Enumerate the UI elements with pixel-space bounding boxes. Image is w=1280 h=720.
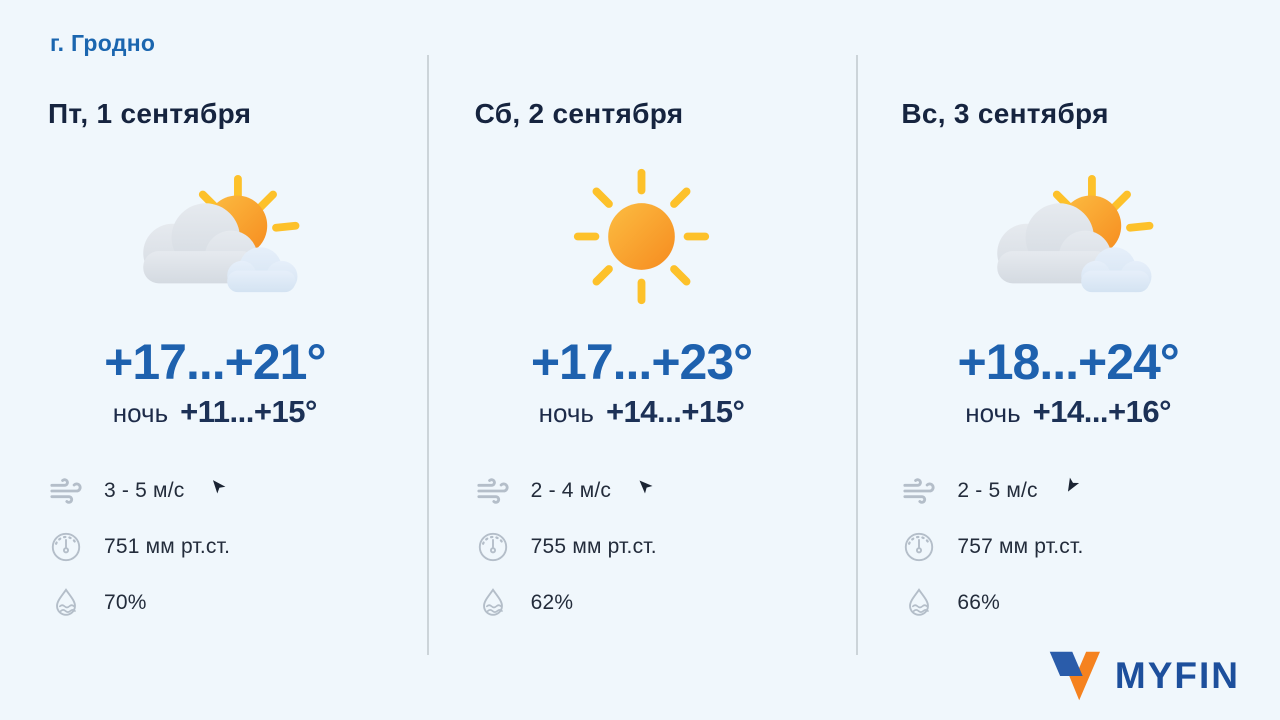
pressure-value: 751 мм рт.ст.	[104, 535, 231, 558]
wind-value: 2 - 4 м/с	[530, 479, 612, 502]
partly-cloudy-icon	[48, 160, 382, 312]
wind-direction-icon	[636, 477, 653, 494]
pressure-gauge-icon	[48, 529, 84, 565]
humidity-row: 66%	[901, 585, 1235, 621]
day-temperature: +17...+23°	[530, 334, 753, 390]
night-label: ночь	[538, 398, 594, 428]
wind-icon	[475, 473, 511, 509]
wind-row: 2 - 5 м/с	[901, 473, 1235, 509]
humidity-droplet-icon	[475, 585, 511, 621]
partly-cloudy-icon	[901, 160, 1235, 312]
night-temperature: +11...+15°	[180, 394, 317, 429]
day-details: 3 - 5 м/с	[48, 473, 382, 621]
pressure-row: 755 мм рт.ст.	[475, 529, 809, 565]
pressure-row: 757 мм рт.ст.	[901, 529, 1235, 565]
wind-direction-icon	[1063, 477, 1080, 494]
day-details: 2 - 5 м/с	[901, 473, 1235, 621]
day-details: 2 - 4 м/с	[475, 473, 809, 621]
wind-row: 3 - 5 м/с	[48, 473, 382, 509]
night-label: ночь	[112, 398, 169, 428]
night-temperature-row: ночь +14...+15°	[475, 396, 809, 429]
column-divider	[856, 55, 858, 655]
humidity-droplet-icon	[901, 585, 937, 621]
night-temperature: +14...+15°	[605, 394, 745, 429]
day-column-friday: Пт, 1 сентября	[0, 0, 427, 720]
night-temperature-row: ночь +14...+16°	[901, 396, 1235, 429]
day-title: Пт, 1 сентября	[48, 98, 252, 129]
sunny-icon	[475, 160, 809, 312]
humidity-value: 62%	[530, 591, 574, 614]
humidity-value: 70%	[104, 591, 147, 614]
day-column-saturday: Сб, 2 сентября +17...+23°	[427, 0, 854, 720]
night-label: ночь	[965, 398, 1021, 428]
wind-value: 3 - 5 м/с	[104, 479, 185, 502]
humidity-row: 62%	[475, 585, 809, 621]
myfin-logo-text: MYFIN	[1114, 655, 1240, 696]
day-temperature: +18...+24°	[957, 334, 1180, 390]
myfin-logo-mark-icon	[1046, 650, 1102, 702]
pressure-gauge-icon	[475, 529, 511, 565]
humidity-row: 70%	[48, 585, 382, 621]
wind-direction-icon	[209, 477, 226, 494]
day-title: Сб, 2 сентября	[474, 98, 684, 129]
wind-value: 2 - 5 м/с	[957, 479, 1038, 502]
myfin-logo: MYFIN	[1046, 650, 1240, 702]
wind-row: 2 - 4 м/с	[475, 473, 809, 509]
day-title: Вс, 3 сентября	[901, 98, 1109, 129]
humidity-value: 66%	[957, 591, 1000, 614]
day-column-sunday: Вс, 3 сентября	[853, 0, 1280, 720]
pressure-value: 757 мм рт.ст.	[957, 535, 1084, 558]
day-temperature: +17...+21°	[104, 334, 326, 390]
column-divider	[427, 55, 429, 655]
pressure-gauge-icon	[901, 529, 937, 565]
wind-icon	[901, 473, 937, 509]
wind-icon	[48, 473, 84, 509]
night-temperature-row: ночь +11...+15°	[48, 396, 382, 429]
city-title: г. Гродно	[50, 30, 156, 56]
pressure-row: 751 мм рт.ст.	[48, 529, 382, 565]
night-temperature: +14...+16°	[1032, 394, 1172, 429]
humidity-droplet-icon	[48, 585, 84, 621]
pressure-value: 755 мм рт.ст.	[530, 535, 657, 558]
